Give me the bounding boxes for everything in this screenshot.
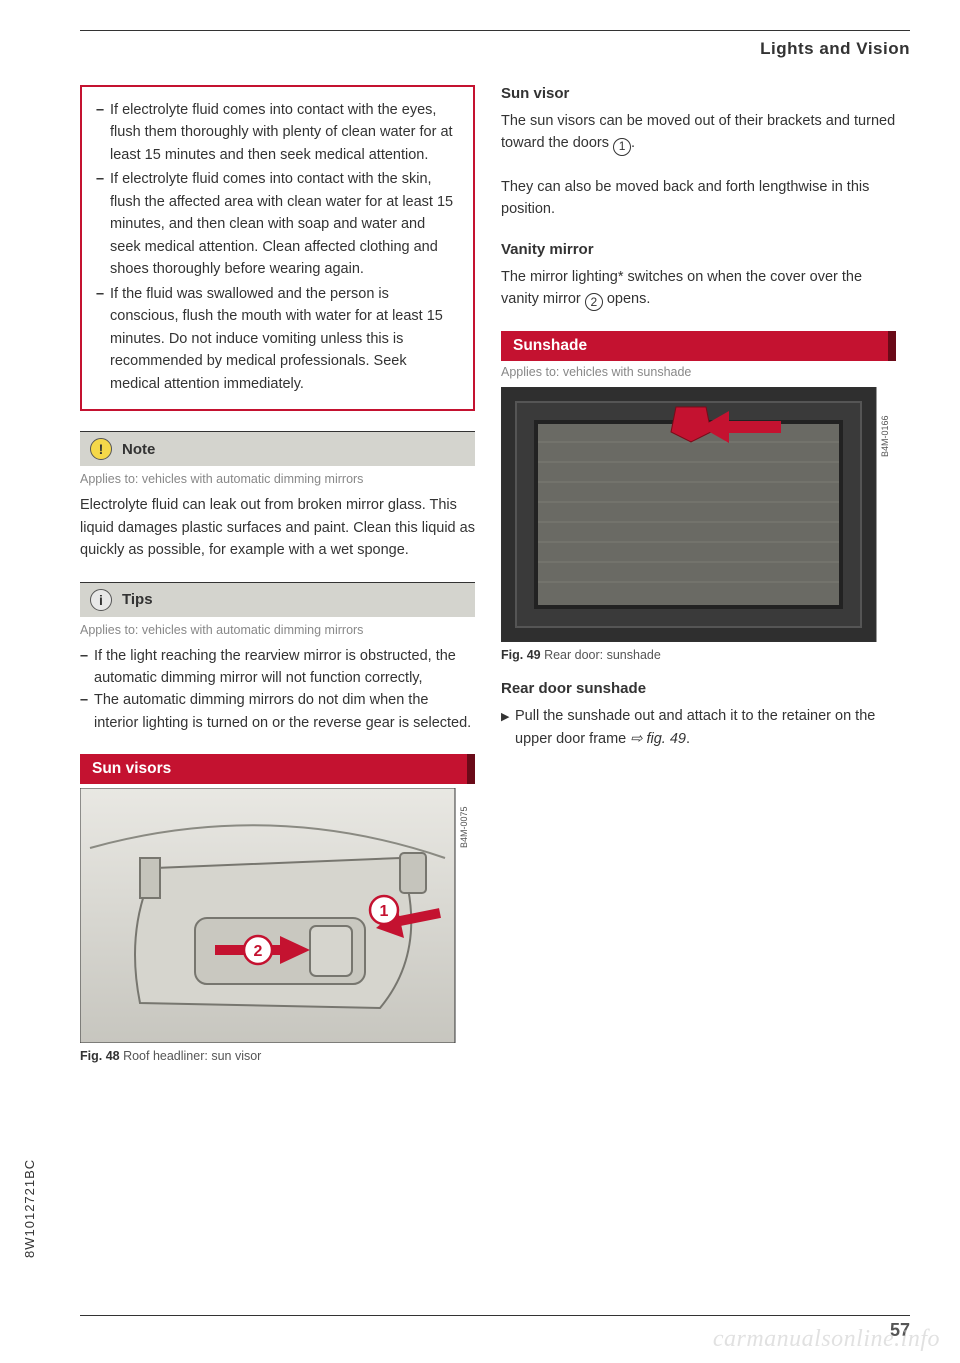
page-header: Lights and Vision <box>80 39 910 59</box>
vanity-p: The mirror lighting* switches on when th… <box>501 266 896 312</box>
left-column: –If electrolyte fluid comes into contact… <box>80 85 475 1081</box>
fig48-bold: Fig. 48 <box>80 1049 120 1063</box>
vanity-heading: Vanity mirror <box>501 241 896 258</box>
figure-49-caption: Fig. 49 Rear door: sunshade <box>501 648 896 662</box>
figure-49: B4M-0166 <box>501 387 896 642</box>
tips-header: i Tips <box>80 582 475 617</box>
section-sun-visors: Sun visors <box>80 754 475 784</box>
vm-pb: opens. <box>603 291 651 307</box>
rs-b: . <box>686 731 690 747</box>
tips-label: Tips <box>122 591 153 608</box>
warning-text: If electrolyte fluid comes into contact … <box>110 99 459 166</box>
warning-text: If electrolyte fluid comes into contact … <box>110 168 459 280</box>
sun-visor-p2: They can also be moved back and forth le… <box>501 176 896 221</box>
vm-pa: The mirror lighting* switches on when th… <box>501 269 862 307</box>
sunshade-applies: Applies to: vehicles with sunshade <box>501 365 896 379</box>
fig48-rest: Roof headliner: sun visor <box>120 1049 262 1063</box>
figure-48: 2 1 B4M-0075 <box>80 788 475 1043</box>
warning-text: If the fluid was swallowed and the perso… <box>110 283 459 395</box>
rear-shade-list: ▶ Pull the sunshade out and attach it to… <box>501 705 896 750</box>
fig49-bold: Fig. 49 <box>501 648 541 662</box>
callout-1-label: 1 <box>380 903 389 920</box>
sun-visor-heading: Sun visor <box>501 85 896 102</box>
tips-applies: Applies to: vehicles with automatic dimm… <box>80 623 475 637</box>
tips-item: –If the light reaching the rearview mirr… <box>80 645 475 690</box>
sv-p1a: The sun visors can be moved out of their… <box>501 113 895 151</box>
warning-item: –If electrolyte fluid comes into contact… <box>96 99 459 166</box>
warning-item: –If the fluid was swallowed and the pers… <box>96 283 459 395</box>
rear-shade-item: ▶ Pull the sunshade out and attach it to… <box>501 705 896 750</box>
rear-shade-heading: Rear door sunshade <box>501 680 896 697</box>
sun-visor-p1: The sun visors can be moved out of their… <box>501 110 896 156</box>
document-side-code: 8W1012721BC <box>22 1159 37 1258</box>
warning-box: –If electrolyte fluid comes into contact… <box>80 85 475 411</box>
right-column: Sun visor The sun visors can be moved ou… <box>501 85 896 1081</box>
figure-48-side-code: B4M-0075 <box>459 807 469 849</box>
figure-49-side-code: B4M-0166 <box>880 416 890 458</box>
info-icon: i <box>90 589 112 611</box>
tips-text: The automatic dimming mirrors do not dim… <box>94 689 475 734</box>
ref-2-icon: 2 <box>585 293 603 311</box>
note-text: Electrolyte fluid can leak out from brok… <box>80 494 475 561</box>
figure-48-caption: Fig. 48 Roof headliner: sun visor <box>80 1049 475 1063</box>
section-sunshade: Sunshade <box>501 331 896 361</box>
rs-a: Pull the sunshade out and attach it to t… <box>515 708 875 746</box>
tips-item: –The automatic dimming mirrors do not di… <box>80 689 475 734</box>
rs-figref: ⇨ fig. 49 <box>630 731 686 747</box>
callout-2-label: 2 <box>254 943 263 960</box>
note-applies: Applies to: vehicles with automatic dimm… <box>80 472 475 486</box>
caution-icon: ! <box>90 438 112 460</box>
tips-list: –If the light reaching the rearview mirr… <box>80 645 475 735</box>
tips-text: If the light reaching the rearview mirro… <box>94 645 475 690</box>
note-label: Note <box>122 441 155 458</box>
ref-1-icon: 1 <box>613 138 631 156</box>
warning-item: –If electrolyte fluid comes into contact… <box>96 168 459 280</box>
sv-p1b: . <box>631 135 635 151</box>
footer-rule <box>80 1315 910 1316</box>
note-header: ! Note <box>80 431 475 466</box>
fig49-rest: Rear door: sunshade <box>541 648 661 662</box>
watermark: carmanualsonline.info <box>713 1326 940 1353</box>
